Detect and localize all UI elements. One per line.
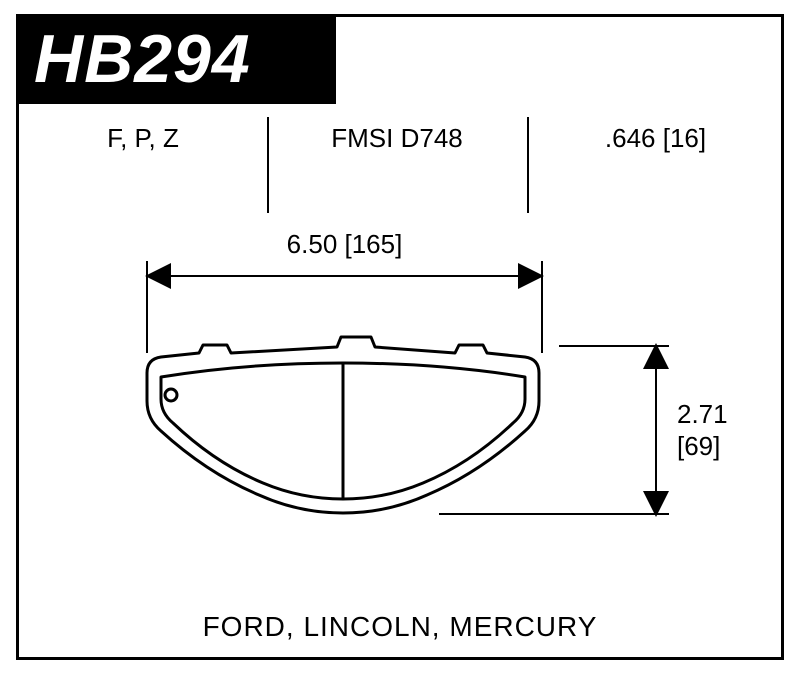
spec-fmsi: FMSI D748 — [267, 117, 527, 154]
spec-compounds: F, P, Z — [19, 117, 267, 154]
spec-thickness: .646 [16] — [527, 117, 784, 154]
applications-label: FORD, LINCOLN, MERCURY — [19, 611, 781, 643]
height-dim-line — [655, 345, 657, 515]
arrow-left-icon — [145, 263, 171, 289]
height-label-in: 2.71 — [677, 399, 728, 430]
title-bar: HB294 — [16, 14, 336, 104]
spec-row: F, P, Z FMSI D748 .646 [16] — [19, 117, 781, 213]
fmsi-value: FMSI D748 — [331, 123, 463, 153]
arrow-up-icon — [643, 343, 669, 369]
height-dimension: 2.71 [69] — [579, 345, 749, 515]
width-dim-line — [147, 275, 542, 277]
width-dimension: 6.50 [165] — [147, 261, 542, 291]
width-label: 6.50 [165] — [147, 229, 542, 260]
thickness-value: .646 [16] — [605, 123, 706, 153]
diagram-area: 6.50 [165] 2.71 — [19, 227, 781, 597]
arrow-right-icon — [518, 263, 544, 289]
spec-frame: HB294 F, P, Z FMSI D748 .646 [16] 6.50 [… — [16, 14, 784, 660]
height-label-mm: [69] — [677, 431, 720, 462]
height-ext-bottom — [439, 513, 669, 515]
compounds-value: F, P, Z — [107, 123, 179, 153]
brake-pad-outline — [127, 323, 559, 533]
arrow-down-icon — [643, 491, 669, 517]
part-number: HB294 — [34, 20, 251, 98]
